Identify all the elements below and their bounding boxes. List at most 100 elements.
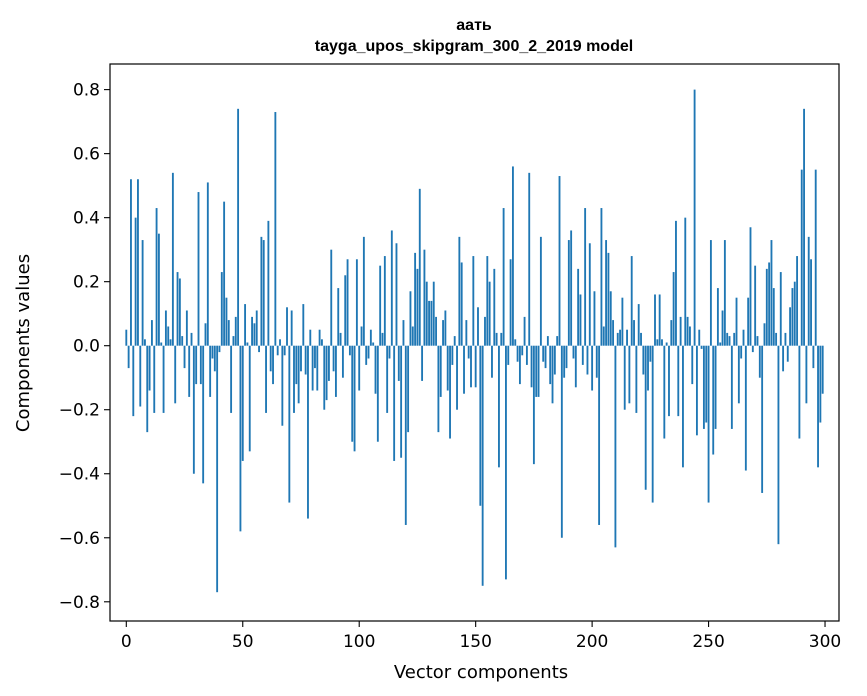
bar-223 bbox=[644, 345, 647, 490]
bar-95 bbox=[346, 259, 349, 346]
bar-87 bbox=[328, 345, 330, 381]
bar-83 bbox=[318, 329, 321, 346]
bar-156 bbox=[488, 281, 491, 346]
bar-194 bbox=[577, 268, 580, 346]
y-tick-label: −0.2 bbox=[59, 401, 100, 421]
bar-277 bbox=[770, 240, 773, 346]
bar-272 bbox=[758, 345, 761, 378]
bar-183 bbox=[551, 345, 554, 404]
bar-136 bbox=[442, 320, 444, 346]
bar-155 bbox=[486, 256, 489, 346]
bar-98 bbox=[353, 345, 356, 452]
bar-138 bbox=[446, 345, 449, 391]
bar-90 bbox=[334, 345, 337, 397]
bar-82 bbox=[316, 345, 319, 391]
bar-180 bbox=[544, 345, 547, 369]
bar-105 bbox=[369, 329, 372, 346]
bar-216 bbox=[628, 345, 631, 404]
bar-282 bbox=[782, 345, 785, 372]
bar-144 bbox=[460, 262, 463, 346]
bar-251 bbox=[709, 240, 712, 346]
bar-128 bbox=[423, 249, 426, 346]
bar-19 bbox=[169, 339, 172, 346]
bar-114 bbox=[390, 230, 393, 346]
bar-288 bbox=[796, 256, 799, 346]
bar-239 bbox=[682, 345, 684, 468]
bar-118 bbox=[400, 345, 403, 458]
y-tick-label: 0.4 bbox=[73, 209, 100, 229]
bar-18 bbox=[167, 326, 170, 346]
bar-1 bbox=[127, 345, 130, 369]
bar-65 bbox=[276, 345, 279, 356]
bar-184 bbox=[553, 345, 556, 375]
bar-2 bbox=[130, 179, 132, 346]
bar-86 bbox=[325, 345, 328, 401]
bar-25 bbox=[183, 345, 186, 369]
bar-198 bbox=[586, 345, 589, 375]
bar-153 bbox=[481, 345, 484, 586]
bar-291 bbox=[803, 108, 805, 346]
bar-207 bbox=[607, 252, 610, 346]
bar-270 bbox=[754, 265, 757, 346]
bar-68 bbox=[283, 345, 286, 356]
bar-237 bbox=[677, 345, 680, 417]
bar-250 bbox=[707, 345, 710, 503]
bar-187 bbox=[560, 345, 563, 538]
bar-286 bbox=[791, 288, 794, 346]
bar-296 bbox=[814, 169, 817, 346]
bar-104 bbox=[367, 345, 370, 359]
bar-283 bbox=[784, 332, 787, 346]
bar-34 bbox=[204, 323, 207, 346]
x-tick-label: 300 bbox=[809, 632, 841, 652]
bar-154 bbox=[484, 316, 486, 346]
bar-21 bbox=[174, 345, 177, 404]
bar-57 bbox=[258, 345, 260, 353]
bar-169 bbox=[518, 345, 521, 385]
bar-137 bbox=[444, 310, 447, 346]
bar-293 bbox=[807, 236, 810, 346]
bar-8 bbox=[144, 339, 146, 346]
bar-212 bbox=[619, 329, 621, 346]
bar-179 bbox=[542, 345, 545, 362]
bar-232 bbox=[665, 342, 668, 346]
bar-185 bbox=[556, 336, 559, 346]
bar-117 bbox=[397, 345, 400, 381]
bar-152 bbox=[479, 345, 482, 506]
bar-217 bbox=[630, 256, 633, 346]
bar-145 bbox=[463, 345, 465, 394]
bar-229 bbox=[658, 294, 661, 346]
x-tick-label: 50 bbox=[232, 632, 254, 652]
bar-81 bbox=[314, 345, 316, 369]
bar-80 bbox=[311, 345, 314, 391]
bar-108 bbox=[376, 345, 379, 442]
bar-11 bbox=[150, 320, 153, 346]
bar-292 bbox=[805, 345, 808, 404]
bar-175 bbox=[532, 345, 535, 465]
bar-206 bbox=[605, 240, 608, 346]
bar-28 bbox=[190, 332, 193, 346]
bar-257 bbox=[723, 240, 726, 346]
bar-101 bbox=[360, 326, 363, 346]
bar-279 bbox=[775, 332, 778, 346]
x-tick-label: 200 bbox=[576, 632, 608, 652]
bar-200 bbox=[591, 345, 594, 391]
bar-193 bbox=[574, 345, 577, 388]
bar-113 bbox=[388, 345, 391, 359]
bar-195 bbox=[579, 294, 582, 346]
bar-3 bbox=[132, 345, 135, 417]
bar-224 bbox=[647, 345, 649, 391]
bar-15 bbox=[160, 342, 163, 346]
bar-73 bbox=[295, 345, 298, 385]
bar-41 bbox=[220, 272, 223, 346]
y-axis-label: Components values bbox=[13, 254, 34, 432]
bar-159 bbox=[495, 332, 498, 346]
bar-245 bbox=[695, 345, 698, 436]
bar-35 bbox=[206, 182, 209, 346]
bar-202 bbox=[595, 345, 598, 378]
bar-173 bbox=[528, 172, 531, 346]
bar-242 bbox=[689, 326, 691, 346]
bar-247 bbox=[700, 345, 703, 349]
bar-27 bbox=[188, 345, 191, 397]
bar-14 bbox=[157, 233, 160, 346]
bar-209 bbox=[612, 320, 615, 346]
